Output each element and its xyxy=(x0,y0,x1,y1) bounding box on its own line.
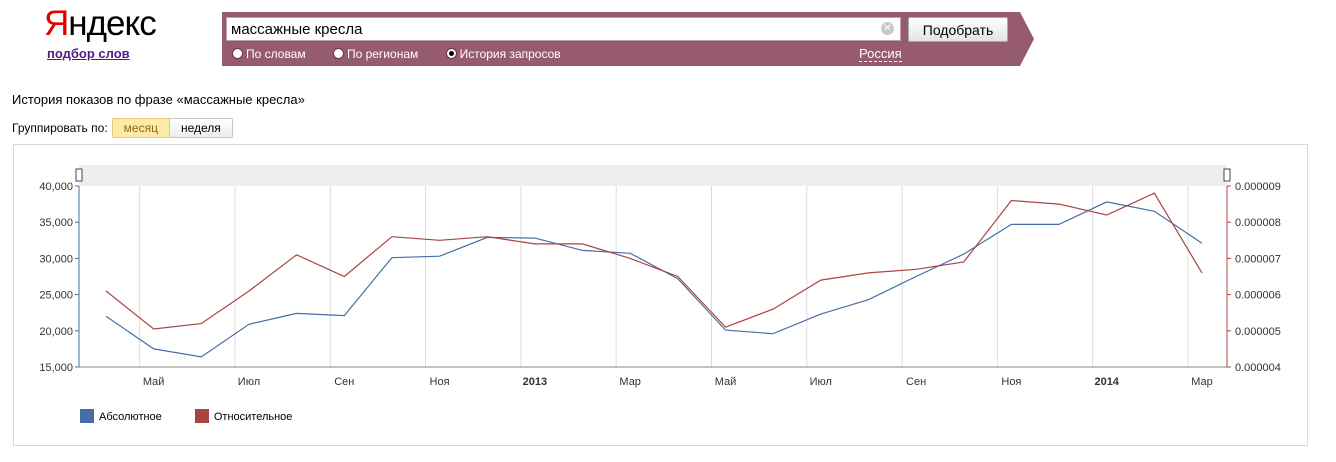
group-week-button[interactable]: неделя xyxy=(169,118,233,138)
logo-wordmark: Яндекс xyxy=(44,4,157,43)
chart-legend: Абсолютное Относительное xyxy=(80,409,322,423)
x-tick-label: Сен xyxy=(906,376,926,388)
legend-relative[interactable]: Относительное xyxy=(194,409,292,423)
range-handle-left-icon xyxy=(75,168,83,182)
series-relative-line xyxy=(105,192,1203,330)
x-tick-label: Июл xyxy=(238,376,260,388)
clear-icon[interactable]: ✕ xyxy=(881,22,894,35)
wordstat-link[interactable]: подбор слов xyxy=(47,46,130,61)
radio-checked-icon[interactable] xyxy=(445,48,457,59)
legend-swatch xyxy=(80,409,94,423)
history-chart: Май Июл Сен Ноя 2013 Мар Май Июл Сен Ноя 2014 Мар 15… xyxy=(39,165,1281,388)
y-right-tick-label: 0.000006 xyxy=(1235,290,1281,302)
y-right-tick-label: 0.000008 xyxy=(1235,217,1281,229)
legend-swatch xyxy=(194,409,209,423)
x-tick-label: Сен xyxy=(334,376,354,388)
mode-history[interactable]: История запросов xyxy=(445,47,561,61)
radio-icon[interactable] xyxy=(232,48,243,59)
y-right-tick-label: 0.000004 xyxy=(1235,362,1281,374)
mode-switcher: По словам По регионам История запросов xyxy=(232,47,585,61)
submit-button[interactable]: Подобрать xyxy=(908,17,1008,42)
y-right-tick-label: 0.000005 xyxy=(1235,326,1281,338)
search-input[interactable] xyxy=(227,18,871,40)
y-left-tick-label: 40,000 xyxy=(39,181,73,193)
legend-absolute[interactable]: Абсолютное xyxy=(80,409,162,423)
mode-by-regions[interactable]: По регионам xyxy=(332,47,418,61)
search-box: ✕ xyxy=(226,17,901,41)
x-tick-label: Май xyxy=(715,376,737,388)
y-left-tick-label: 30,000 xyxy=(39,253,73,265)
page-title: История показов по фразе «массажные крес… xyxy=(12,92,305,107)
y-left-tick-label: 35,000 xyxy=(39,217,73,229)
y-left-tick-label: 25,000 xyxy=(39,290,73,302)
x-tick-label: Июл xyxy=(810,376,832,388)
x-tick-label: 2013 xyxy=(523,376,547,388)
range-navigator xyxy=(79,165,1227,186)
group-month-button[interactable]: месяц xyxy=(111,118,170,138)
x-tick-label: Мар xyxy=(619,376,641,388)
series-absolute-line xyxy=(105,201,1203,358)
search-panel: ✕ Подобрать По словам По регионам Истори… xyxy=(222,12,1034,66)
region-selector[interactable]: Россия xyxy=(859,46,902,62)
yandex-logo[interactable]: Яндекс подбор слов xyxy=(44,4,157,61)
range-handle-right-icon xyxy=(1223,168,1231,182)
x-tick-label: Ноя xyxy=(430,376,450,388)
x-tick-label: Мар xyxy=(1191,376,1213,388)
mode-by-words[interactable]: По словам xyxy=(232,47,306,61)
x-tick-label: Май xyxy=(143,376,165,388)
y-right-tick-label: 0.000007 xyxy=(1235,253,1281,265)
y-left-tick-label: 15,000 xyxy=(39,362,73,374)
grouping-control: Группировать по: месяц неделя xyxy=(12,118,233,138)
y-left-tick-label: 20,000 xyxy=(39,326,73,338)
grouping-label: Группировать по: xyxy=(12,121,108,135)
x-tick-label: 2014 xyxy=(1094,376,1119,388)
x-tick-label: Ноя xyxy=(1001,376,1021,388)
chart-container: Май Июл Сен Ноя 2013 Мар Май Июл Сен Ноя 2014 Мар 15… xyxy=(13,144,1308,446)
y-right-tick-label: 0.000009 xyxy=(1235,181,1281,193)
radio-icon[interactable] xyxy=(332,48,344,59)
